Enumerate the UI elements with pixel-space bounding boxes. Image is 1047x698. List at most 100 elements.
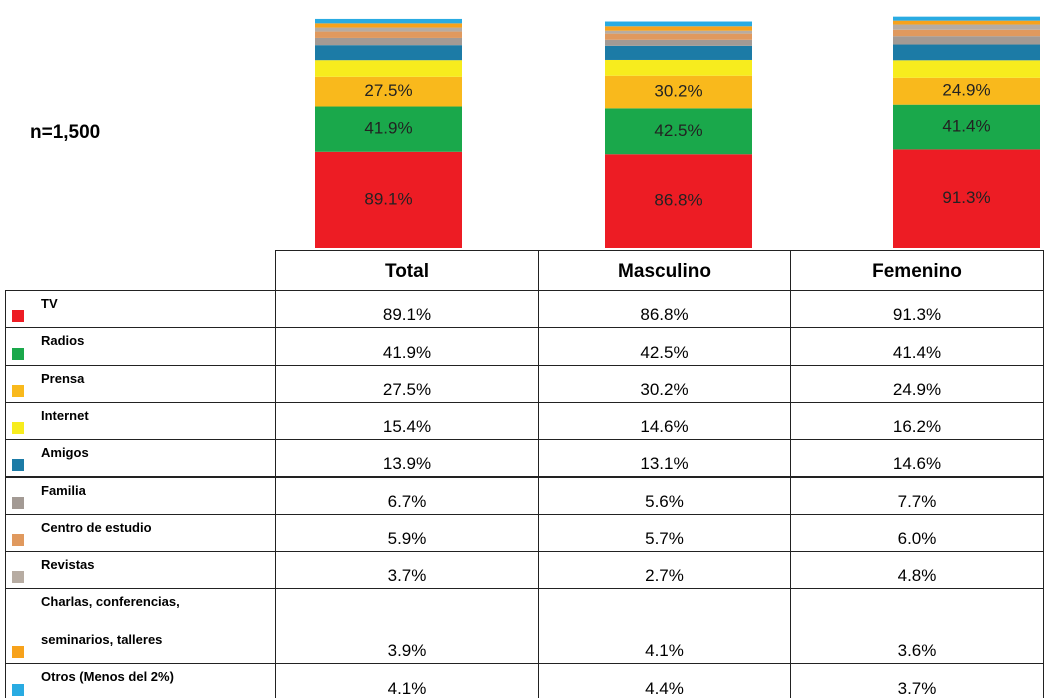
value-label: 24.9% <box>892 379 942 399</box>
value-cell: 16.2% <box>790 401 1044 441</box>
legend-swatch <box>12 534 24 547</box>
row-label: Amigos <box>41 445 89 461</box>
value-label: 14.6% <box>892 454 942 474</box>
value-label: 6.7% <box>387 491 427 511</box>
value-cell: 6.0% <box>790 513 1044 553</box>
value-cell: 27.5% <box>275 364 539 403</box>
value-cell: 4.1% <box>275 663 539 698</box>
value-label: 3.7% <box>387 566 427 586</box>
bar-segment <box>315 151 462 248</box>
row-label: Centro de estudio <box>41 519 152 535</box>
value-cell: 30.2% <box>538 364 791 403</box>
row-label: Otros (Menos del 2%) <box>41 669 174 685</box>
row-label: Revistas <box>41 557 95 573</box>
value-cell: 4.4% <box>538 663 791 698</box>
bar-segment <box>315 106 462 152</box>
value-cell: 2.7% <box>538 551 791 590</box>
value-label: 91.3% <box>892 305 942 325</box>
value-label: 16.2% <box>892 417 942 437</box>
value-label: 5.9% <box>387 529 427 549</box>
value-label: 89.1% <box>382 305 432 325</box>
bar-segment <box>315 27 462 32</box>
bar-segment <box>893 60 1040 78</box>
value-cell: 5.7% <box>538 513 791 553</box>
legend-swatch <box>12 571 24 584</box>
legend-swatch <box>12 347 24 360</box>
bar-segment <box>893 77 1040 105</box>
column-header: Total <box>385 261 429 282</box>
value-cell: 3.9% <box>275 588 539 665</box>
legend-swatch <box>12 683 24 696</box>
legend-swatch <box>12 384 24 397</box>
value-cell: 3.6% <box>790 588 1044 665</box>
value-cell: 41.4% <box>790 327 1044 366</box>
bar-segment <box>893 149 1040 248</box>
value-label: 3.6% <box>897 641 937 661</box>
row-label: Prensa <box>41 370 85 386</box>
row-label-cell: Charlas, conferencias, seminarios, talle… <box>5 588 276 665</box>
value-cell: 7.7% <box>790 476 1044 515</box>
bar-segment <box>605 33 752 40</box>
value-cell: 3.7% <box>275 551 539 590</box>
header-cell: Femenino <box>790 250 1044 291</box>
bar-segment <box>315 23 462 28</box>
value-label: 41.9% <box>382 342 432 362</box>
value-label: 30.2% <box>640 379 689 399</box>
bar-segment <box>605 39 752 46</box>
row-label: Charlas, conferencias, seminarios, talle… <box>41 594 180 648</box>
value-label: 4.1% <box>645 641 684 661</box>
bar-segment <box>605 21 752 27</box>
bar-segment <box>605 45 752 60</box>
annotation: n=1,500 <box>30 122 100 143</box>
value-label: 7.7% <box>897 491 937 511</box>
header-cell: Total <box>275 250 539 291</box>
value-cell: 24.9% <box>790 364 1044 403</box>
value-cell: 86.8% <box>538 290 791 329</box>
value-label: 27.5% <box>382 379 432 399</box>
bar-segment <box>315 37 462 46</box>
value-label: 86.8% <box>640 305 689 325</box>
bar-label: 86.8% <box>654 191 702 210</box>
header-cell: Masculino <box>538 250 791 291</box>
bar-label: 41.4% <box>942 117 990 136</box>
bar-segment <box>893 29 1040 37</box>
bar-segment <box>605 154 752 248</box>
column-header: Femenino <box>872 261 962 282</box>
value-label: 14.6% <box>640 417 689 437</box>
value-label: 15.4% <box>382 417 432 437</box>
row-label: Internet <box>41 407 89 423</box>
bar-segment <box>893 20 1040 25</box>
bar-segment <box>605 26 752 31</box>
value-cell: 4.8% <box>790 551 1044 590</box>
value-cell: 6.7% <box>275 476 539 515</box>
bar-segment <box>893 44 1040 61</box>
bar-segment <box>605 30 752 34</box>
row-label: Radios <box>41 333 85 349</box>
value-label: 13.1% <box>640 454 689 474</box>
bar-label: 27.5% <box>364 81 412 100</box>
value-label: 42.5% <box>640 342 689 362</box>
bar-segment <box>893 36 1040 45</box>
bar-segment <box>605 108 752 155</box>
value-cell: 15.4% <box>275 401 539 441</box>
row-label-cell: Otros (Menos del 2%) <box>5 663 276 698</box>
value-cell: 4.1% <box>538 588 791 665</box>
value-label: 5.7% <box>645 529 684 549</box>
bar-segment <box>315 60 462 77</box>
bar-segment <box>893 24 1040 30</box>
bar-label: 41.9% <box>364 119 412 138</box>
value-label: 4.8% <box>897 566 937 586</box>
chart: n=1,500 89.1% 41.9% 27.5% 86.8% 42.5% 30.2% 91… <box>30 16 1040 248</box>
value-cell: 3.7% <box>790 663 1044 698</box>
bar-segment <box>315 31 462 38</box>
value-cell: 91.3% <box>790 290 1044 329</box>
bar-label: 30.2% <box>654 82 702 101</box>
bar-label: 89.1% <box>364 189 412 208</box>
row-label: TV <box>41 296 58 311</box>
bar-segment <box>315 76 462 107</box>
legend-swatch <box>12 422 24 435</box>
value-cell: 14.6% <box>538 401 791 441</box>
value-label: 3.9% <box>387 641 427 661</box>
row-label: Familia <box>41 482 86 498</box>
